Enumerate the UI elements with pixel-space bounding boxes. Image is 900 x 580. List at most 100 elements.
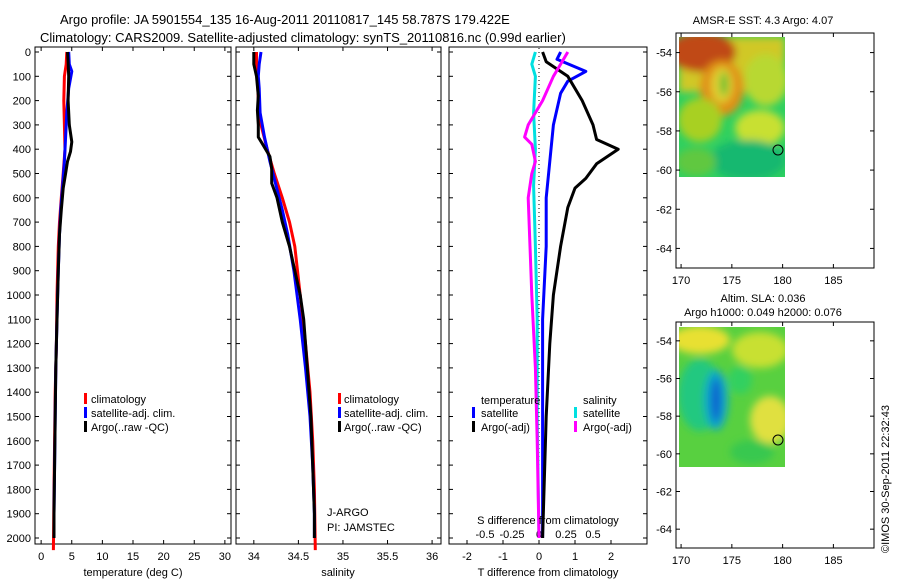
legend-label-climatology: climatology [91,394,147,406]
y-tick-label: 1600 [7,436,31,448]
sla-map-axes: 170 175 180 185 -54 -56 -58 -60 -62 -64 [656,322,874,567]
legend-label-argo: Argo(..raw -QC) [344,422,422,434]
map-x-tick-label: 185 [824,555,842,567]
map-y-tick-label: -56 [656,374,672,386]
difference-xlabel-top: S difference from climatology [477,515,619,527]
map-x-tick-label: 185 [824,275,842,287]
map-y-tick-label: -62 [656,204,672,216]
y-tick-label: 0 [25,47,31,59]
y-tick-label: 700 [13,217,31,229]
map-y-tick-label: -58 [656,411,672,423]
sla-map-subtitle: Argo h1000: 0.049 h2000: 0.076 [684,307,842,319]
y-tick-label: 100 [13,71,31,83]
sla-argo-marker [772,434,784,446]
x-tick-label: 10 [96,551,108,563]
x-tick-label: 2 [608,551,614,563]
map-y-tick-label: -62 [656,487,672,499]
map-y-tick-label: -54 [656,48,672,60]
x-tick-label: 35.5 [377,551,398,563]
legend-label-satellite: satellite-adj. clim. [91,408,175,420]
x-tick-label: 30 [219,551,231,563]
legend-label-s-satellite: satellite [583,408,620,420]
header-line-1: Argo profile: JA 5901554_135 16-Aug-2011… [60,12,510,27]
x-tick-label: 25 [188,551,200,563]
y-tick-label: 1900 [7,509,31,521]
annotation-jargo: J-ARGO [327,507,369,519]
map-y-tick-label: -58 [656,126,672,138]
x-tick-label: 36 [426,551,438,563]
map-x-tick-label: 170 [672,275,690,287]
series-line-temperature-argo-adj [541,51,620,539]
legend-label-t-satellite: satellite [481,408,518,420]
map-y-tick-label: -60 [656,449,672,461]
difference-plot-frame [448,46,648,545]
legend-swatch-argo [84,421,87,432]
sla-map-title: Altim. SLA: 0.036 [721,293,806,305]
legend-swatch-s-satellite [574,407,577,418]
x-tick-label: -1 [498,551,508,563]
header-line-2: Climatology: CARS2009. Satellite-adjuste… [40,30,566,45]
y-tick-label: 1100 [7,314,31,326]
y-tick-label: 1700 [7,460,31,472]
legend-swatch-climatology [84,393,87,404]
y-tick-label: 200 [13,96,31,108]
x-tick-label: 15 [127,551,139,563]
map-x-tick-label: 175 [723,555,741,567]
x-tick-label: 0 [536,551,542,563]
legend-title-salinity: salinity [583,395,617,407]
x-tick-label: 35 [337,551,349,563]
s-tick-label: -0.5 [476,529,495,541]
sst-map-axes: 170 175 180 185 -54 -56 -58 -60 -62 -64 [656,33,874,287]
map-x-tick-label: 175 [723,275,741,287]
y-tick-label: 900 [13,266,31,278]
map-x-tick-label: 170 [672,555,690,567]
x-tick-label: 34 [248,551,260,563]
x-tick-label: -2 [462,551,472,563]
temperature-xlabel: temperature (deg C) [83,567,182,579]
legend-swatch-satellite [338,407,341,418]
annotation-pi: PI: JAMSTEC [327,522,395,534]
x-tick-label: 34.5 [288,551,309,563]
x-tick-label: 0 [38,551,44,563]
salinity-legend: climatology satellite-adj. clim. Argo(..… [327,393,428,534]
map-x-tick-label: 180 [773,555,791,567]
y-tick-label: 1800 [7,484,31,496]
map-y-tick-label: -64 [656,243,672,255]
s-tick-label: 0.25 [555,529,576,541]
y-tick-label: 500 [13,169,31,181]
legend-swatch-argo [338,421,341,432]
difference-xlabel-bottom: T difference from climatology [478,567,619,579]
x-tick-label: 1 [572,551,578,563]
y-tick-label: 300 [13,120,31,132]
temperature-chart: 0100200300400500600700800900100011001200… [7,47,231,563]
imos-stamp: ©IMOS 30-Sep-2011 22:32:43 [880,405,892,553]
legend-swatch-climatology [338,393,341,404]
sst-heatmap [679,37,785,177]
y-tick-label: 1200 [7,339,31,351]
map-x-tick-label: 180 [773,275,791,287]
series-line-argo-raw-qc [252,52,316,538]
salinity-plot-frame [235,46,442,545]
series-line-salinity-argo-adj [523,51,570,539]
legend-label-satellite: satellite-adj. clim. [344,408,428,420]
sst-argo-marker [772,144,784,156]
y-tick-label: 2000 [7,533,31,545]
sla-heatmap [679,327,785,467]
map-y-tick-label: -64 [656,524,672,536]
series-line-satellite-adj-clim [256,51,316,538]
difference-chart: -2 -1 0 1 2-0.5 -0.25 0 0.25 0.5 [449,48,647,563]
legend-swatch-satellite [84,407,87,418]
legend-label-argo: Argo(..raw -QC) [91,422,169,434]
s-tick-label: -0.25 [499,529,524,541]
map-y-tick-label: -56 [656,87,672,99]
y-tick-label: 1500 [7,412,31,424]
y-tick-label: 1000 [7,290,31,302]
map-y-tick-label: -60 [656,165,672,177]
y-tick-label: 1300 [7,363,31,375]
difference-legend: temperature salinity satellite Argo(-adj… [472,395,632,434]
series-line-climatology [255,52,317,551]
map-y-tick-label: -54 [656,336,672,348]
x-tick-label: 5 [69,551,75,563]
y-tick-label: 1400 [7,387,31,399]
legend-label-s-argo: Argo(-adj) [583,422,632,434]
